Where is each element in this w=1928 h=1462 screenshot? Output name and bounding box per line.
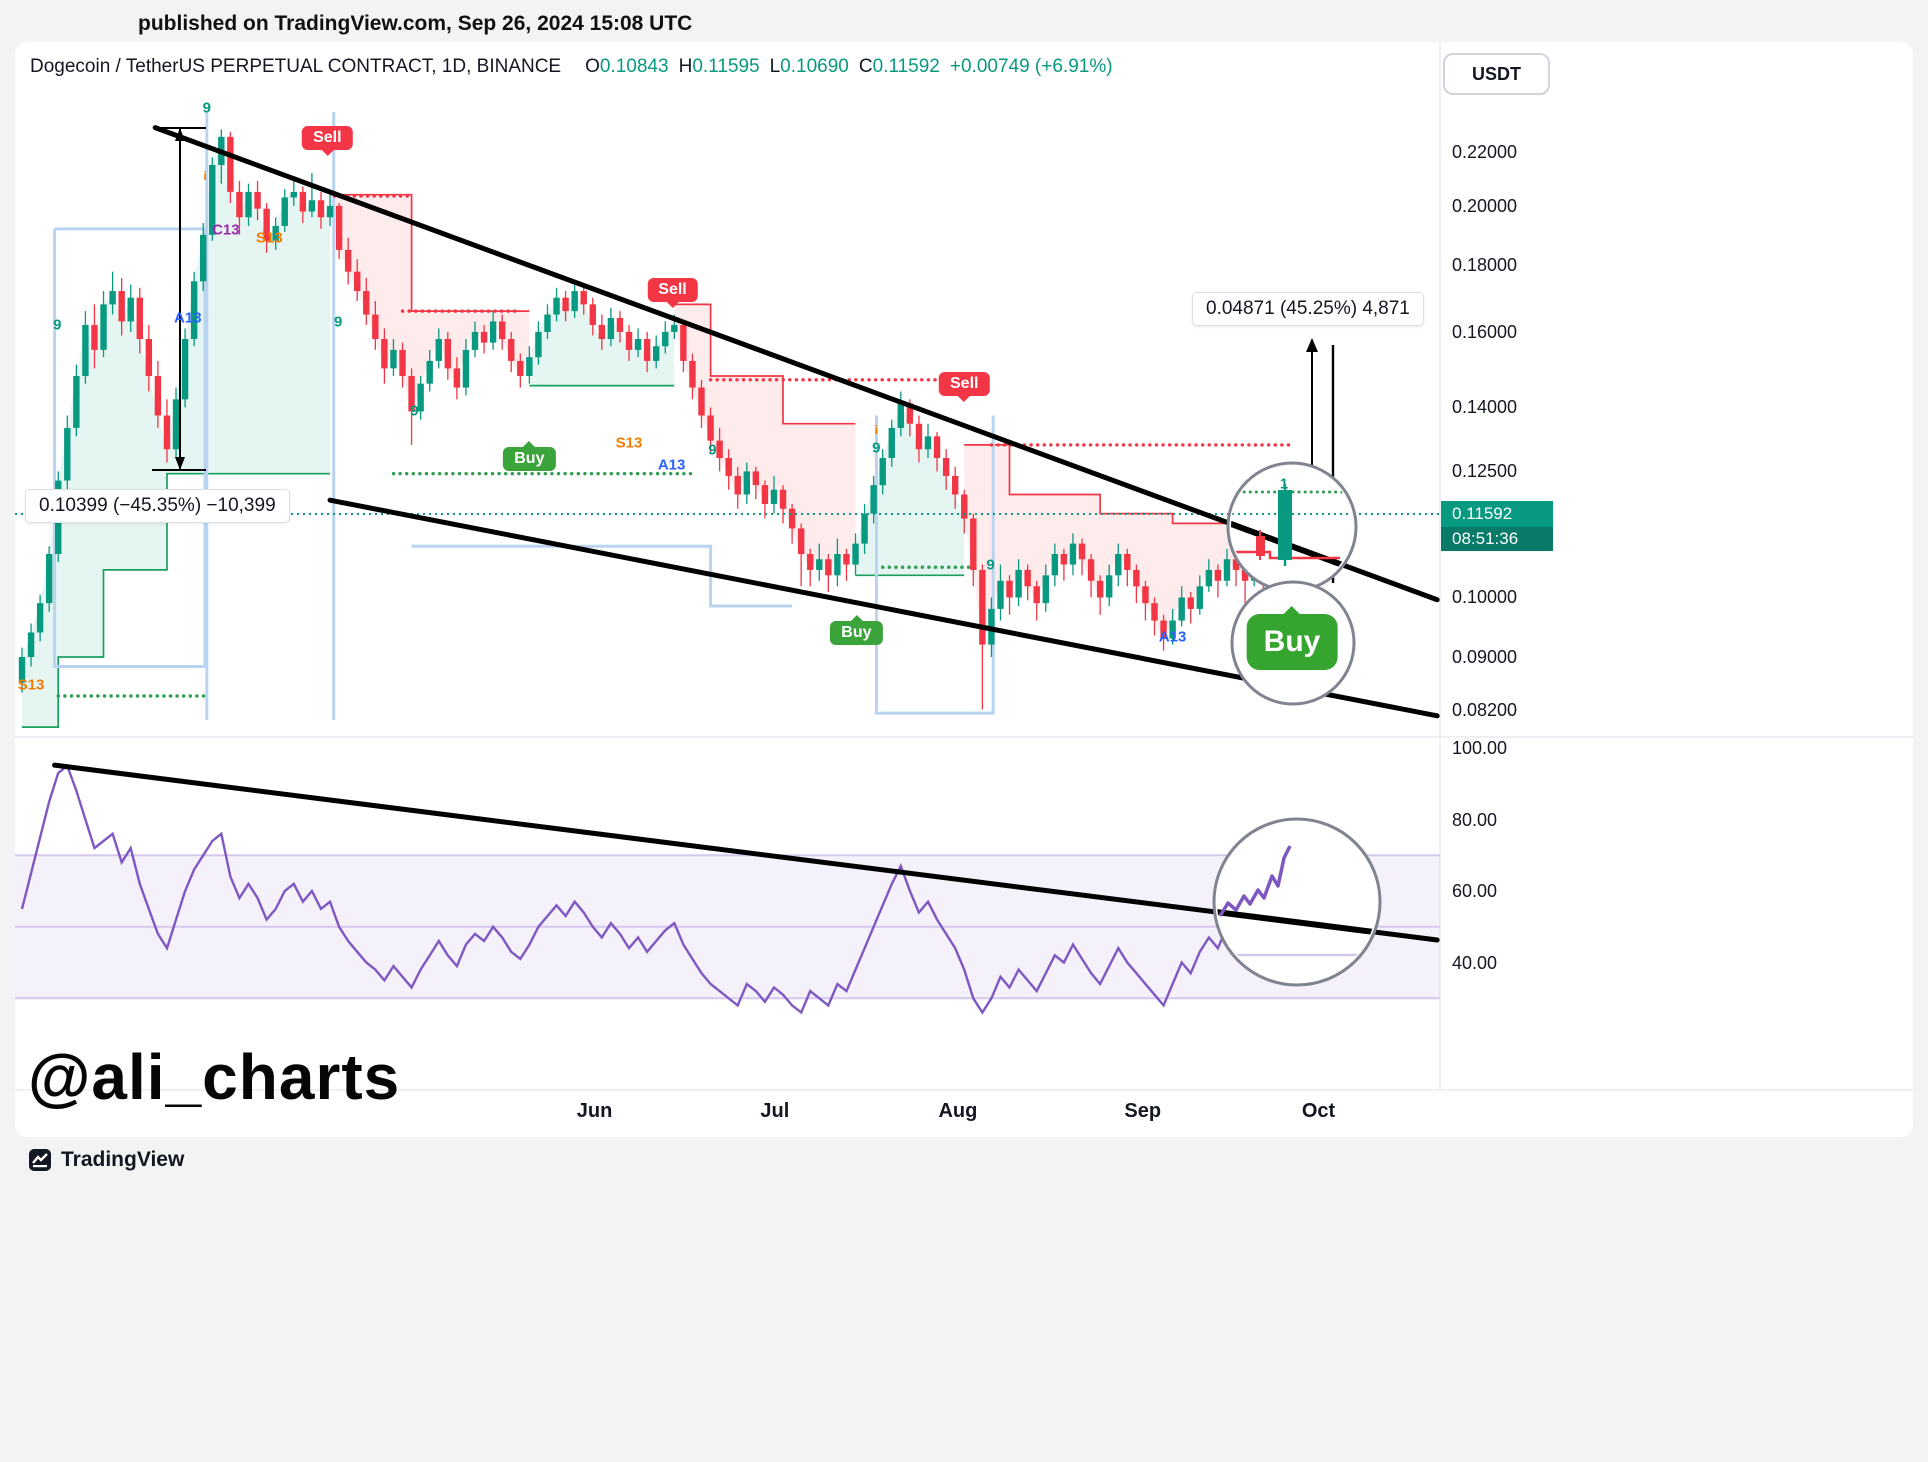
price-tick: 0.10000 [1452,587,1518,608]
indicator-count-label: 9 [410,402,419,420]
indicator-count-label: 9 [708,441,717,459]
symbol-title[interactable]: Dogecoin / TetherUS PERPETUAL CONTRACT, … [30,56,562,77]
buy-signal-chip: Buy [503,440,556,471]
sell-signal-chip: Sell [647,278,698,309]
sell-signal-chip: Sell [302,126,353,157]
watermark: @ali_charts [28,1041,401,1113]
indicator-count-label: 9 [986,556,995,574]
chart-card [15,42,1913,1137]
buy-signal-chip: Buy [830,615,883,646]
indicator-count-label: 9 [202,99,211,117]
published-caption: published on TradingView.com, Sep 26, 20… [138,12,693,35]
bar-countdown-badge: 08:51:36 [1441,527,1553,551]
price-tick: 0.14000 [1452,397,1518,418]
sell-signal-chip: Sell [939,372,990,403]
buy-highlight-button[interactable]: Buy [1246,606,1338,670]
chart-header: Dogecoin / TetherUS PERPETUAL CONTRACT, … [30,56,1113,78]
price-tick: 0.20000 [1452,195,1518,216]
change-value: +0.00749 (+6.91%) [949,56,1113,77]
indicator-count-label: A13 [1158,628,1187,646]
low-value: 0.10690 [780,56,849,77]
month-tick-aug: Aug [938,1100,978,1122]
indicator-count-label: 9 [872,439,881,457]
rsi-tick: 60.00 [1452,881,1498,901]
indicator-count-label: 1 [1279,475,1289,493]
high-label: H [678,56,693,77]
price-tick: 0.12500 [1452,461,1518,482]
footer-brand-text: TradingView [61,1148,185,1171]
close-value: 0.11592 [872,56,940,77]
price-tick: 0.08200 [1452,699,1518,720]
indicator-count-label: 9 [334,313,343,331]
indicator-count-label: S13 [17,676,45,694]
indicator-count-label: A13 [657,456,686,474]
footer-brand[interactable]: TradingView [28,1148,184,1172]
low-label: L [769,56,781,77]
measure-down-label[interactable]: 0.10399 (−45.35%) −10,399 [25,489,290,523]
price-tick: 0.22000 [1452,142,1518,162]
open-label: O [585,56,600,77]
indicator-count-label: C13 [212,221,240,239]
rsi-tick: 80.00 [1452,809,1498,830]
currency-toggle-button[interactable]: USDT [1443,53,1550,95]
rsi-tick: 40.00 [1452,952,1498,973]
open-value: 0.10843 [599,56,669,77]
month-tick-sep: Sep [1124,1100,1162,1122]
indicator-count-label: S13 [255,229,283,247]
month-tick-jun: Jun [576,1100,613,1122]
tradingview-logo-icon [28,1148,52,1172]
measure-up-label[interactable]: 0.04871 (45.25%) 4,871 [1192,292,1424,326]
indicator-count-label: S13 [615,434,643,452]
indicator-count-label: i [874,423,879,438]
price-tick: 0.16000 [1452,321,1518,342]
price-tick: 0.18000 [1452,255,1518,276]
high-value: 0.11595 [692,56,760,77]
close-label: C [858,56,873,77]
indicator-count-label: i [710,416,715,431]
price-tick: 0.09000 [1452,647,1518,667]
last-price-badge: 0.11592 [1441,501,1553,527]
rsi-tick: 100.00 [1452,738,1508,758]
month-tick-oct: Oct [1301,1100,1336,1122]
month-tick-jul: Jul [760,1100,790,1122]
indicator-count-label: i [203,168,207,183]
indicator-count-label: 9 [53,316,62,334]
indicator-count-label: A13 [174,309,202,327]
